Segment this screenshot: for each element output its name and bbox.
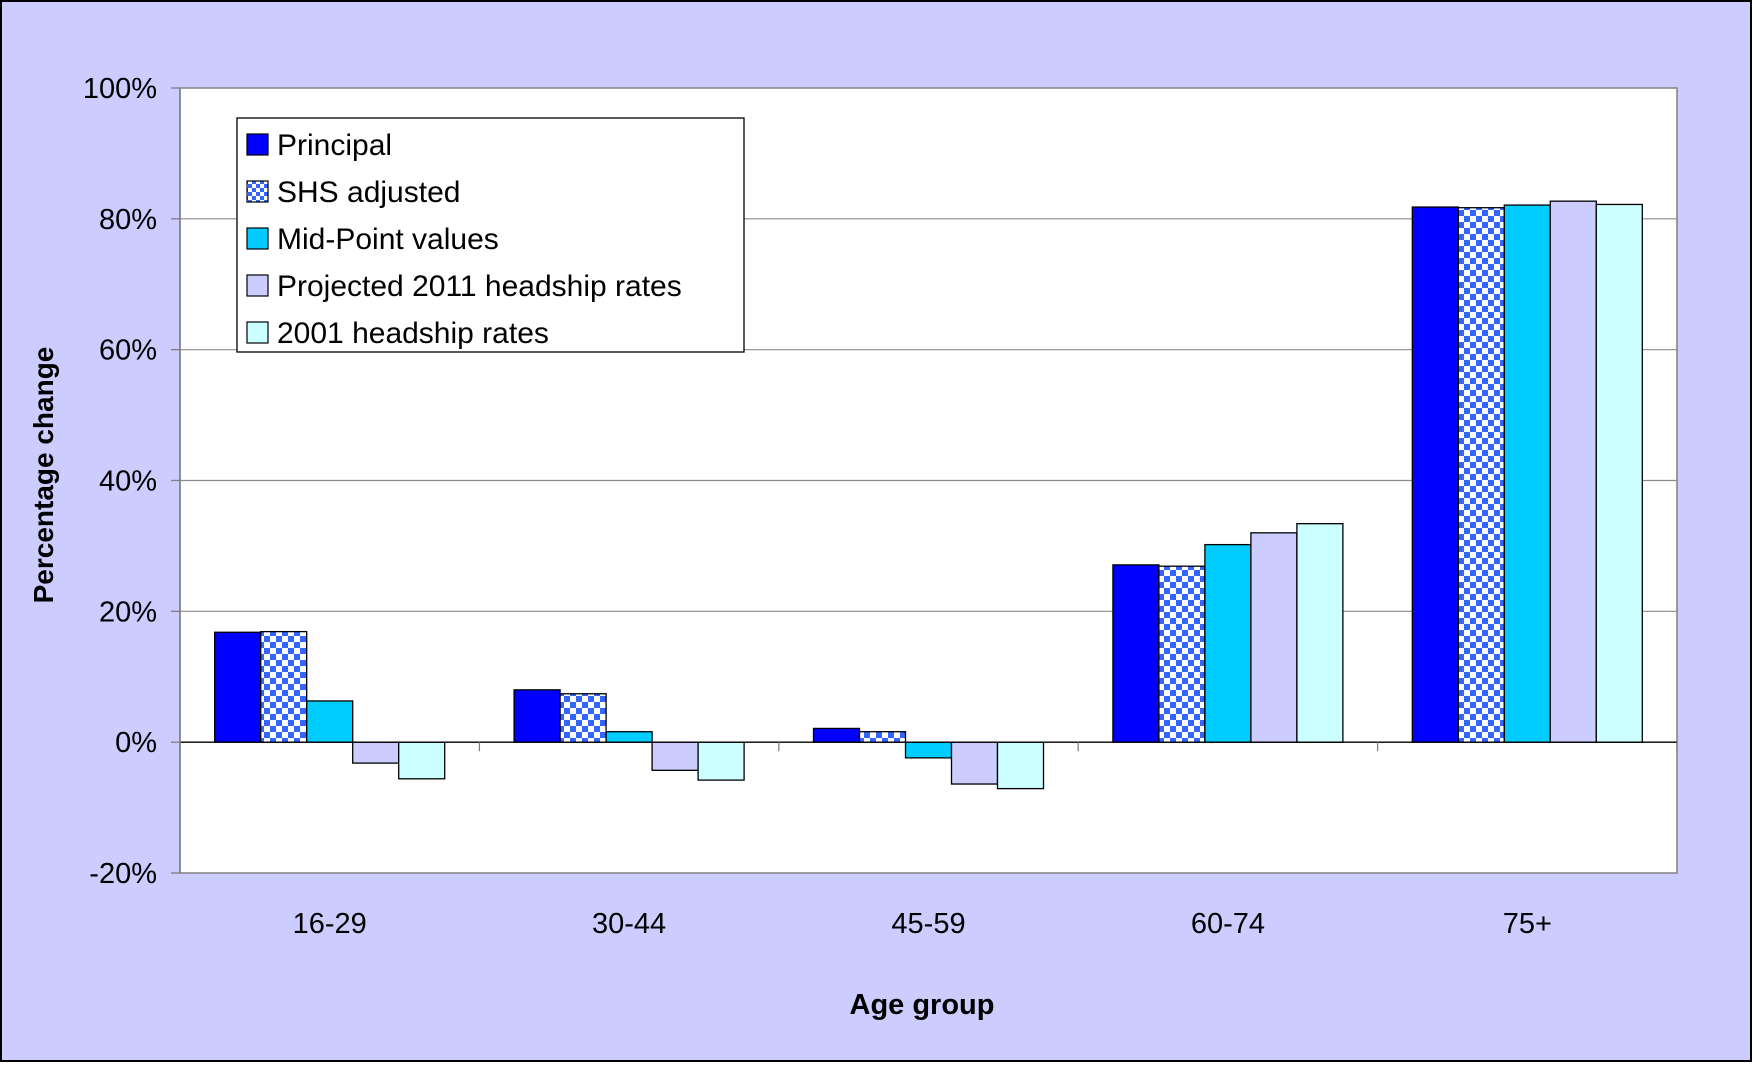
bar xyxy=(1503,204,1551,743)
legend: Principal SHS adjusted Mid-Point values Pro… xyxy=(236,117,745,353)
bar xyxy=(1250,532,1298,743)
bar xyxy=(1411,206,1459,743)
bar xyxy=(996,741,1045,790)
bar xyxy=(513,689,561,743)
x-tick-label: 45-59 xyxy=(891,908,965,940)
bar xyxy=(260,630,308,743)
y-axis-title: Percentage change xyxy=(28,347,59,604)
y-tick-label: 80% xyxy=(99,204,157,236)
y-tick-labels: -20% 0% 20% 40% 60% 80% 100% xyxy=(83,73,157,890)
legend-swatch xyxy=(246,180,269,203)
x-tick-label: 16-29 xyxy=(293,908,367,940)
bar xyxy=(1457,207,1505,743)
bar xyxy=(1158,565,1206,743)
bar xyxy=(306,700,354,743)
y-tick-label: 0% xyxy=(115,727,157,759)
legend-swatch xyxy=(246,227,269,250)
x-tick-labels: 16-29 30-44 45-59 60-74 75+ xyxy=(293,908,1552,940)
x-tick-label: 75+ xyxy=(1503,908,1552,940)
y-tick-label: 20% xyxy=(99,596,157,628)
legend-label: SHS adjusted xyxy=(277,176,460,209)
y-tick-label: 40% xyxy=(99,466,157,498)
x-axis-title: Age group xyxy=(850,989,995,1021)
bar xyxy=(904,741,953,759)
legend-label: Principal xyxy=(277,129,392,162)
bar xyxy=(651,741,699,771)
bar xyxy=(1112,564,1160,743)
bar xyxy=(605,731,653,743)
bar xyxy=(398,741,446,780)
x-tick-label: 60-74 xyxy=(1191,908,1265,940)
y-tick-label: -20% xyxy=(89,858,157,890)
bar xyxy=(559,693,607,743)
y-tick-label: 60% xyxy=(99,335,157,367)
bar xyxy=(214,631,262,743)
bar xyxy=(858,731,907,743)
legend-swatch xyxy=(246,321,269,344)
legend-box xyxy=(236,117,745,353)
legend-swatch xyxy=(246,133,269,156)
legend-swatch xyxy=(246,274,269,297)
bar xyxy=(1204,543,1252,743)
bar xyxy=(697,741,745,781)
bar xyxy=(1549,200,1597,743)
bar xyxy=(950,741,999,785)
legend-label: Projected 2011 headship rates xyxy=(277,270,682,303)
bar xyxy=(812,727,861,743)
axes xyxy=(171,87,1678,874)
legend-label: 2001 headship rates xyxy=(277,317,549,350)
x-tick-label: 30-44 xyxy=(592,908,666,940)
bar xyxy=(1595,203,1643,743)
bars xyxy=(214,200,1643,790)
bar xyxy=(1296,523,1344,743)
legend-label: Mid-Point values xyxy=(277,223,499,256)
bar xyxy=(352,741,400,764)
y-tick-label: 100% xyxy=(83,73,157,105)
